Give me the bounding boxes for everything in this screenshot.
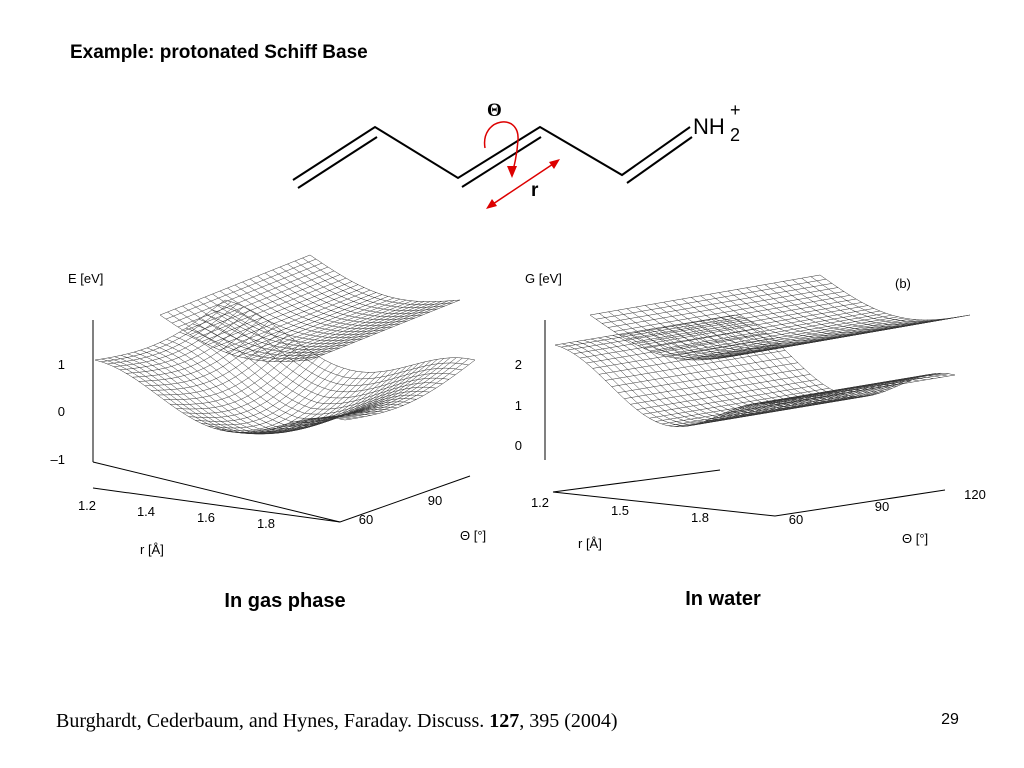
r-tick-label: 1.8 [691, 510, 709, 525]
r-axis-label: r [Å] [140, 542, 164, 557]
citation-authors: Burghardt, Cederbaum, and Hynes, Faraday… [56, 710, 489, 732]
backbone [292, 125, 691, 181]
r-label: r [531, 180, 539, 201]
arrow-head [549, 159, 560, 169]
z-tick-label: 0 [515, 438, 522, 453]
subscript: 2 [730, 125, 740, 145]
floor-edge [92, 461, 341, 523]
surface-mesh [554, 314, 956, 428]
floor-edge [552, 469, 721, 493]
caption: In water [685, 588, 761, 610]
rotation-arc [484, 121, 519, 173]
double-bond [461, 136, 542, 188]
molecule [292, 125, 693, 189]
z-axis-label: G [eV] [525, 271, 562, 286]
title: Example: protonated Schiff Base [70, 42, 368, 63]
citation: Burghardt, Cederbaum, and Hynes, Faraday… [56, 710, 618, 732]
theta-tick-label: 120 [964, 487, 986, 502]
caption: In gas phase [224, 590, 345, 612]
r-tick-label: 1.2 [78, 498, 96, 513]
z-tick-label: 2 [515, 357, 522, 372]
theta-tick-label: 60 [359, 512, 373, 527]
theta-tick-label: 90 [875, 499, 889, 514]
surface-mesh [159, 254, 461, 362]
r-tick-label: 1.8 [257, 516, 275, 531]
distance-arrow [489, 161, 557, 207]
r-tick-label: 1.2 [531, 495, 549, 510]
r-tick-label: 1.5 [611, 503, 629, 518]
rotation-marker [484, 121, 560, 209]
arrow-head [486, 199, 497, 209]
r-tick-label: 1.4 [137, 504, 155, 519]
r-tick-label: 1.6 [197, 510, 215, 525]
floor-axes [552, 489, 946, 517]
theta-tick-label: 60 [789, 512, 803, 527]
surface-mesh [94, 299, 476, 435]
double-bond [626, 136, 693, 184]
theta-axis-label: Θ [°] [902, 531, 928, 546]
surface-mesh [589, 274, 971, 361]
page-number: 29 [941, 711, 959, 728]
surface-plot: E [eV] 1 0 –1 1.2 1.4 1.6 1.8 90 60 r [Å… [51, 254, 486, 612]
double-bond [297, 136, 378, 189]
charge: + [730, 100, 741, 120]
citation-rest: , 395 (2004) [519, 710, 617, 732]
panel-label: (b) [895, 276, 911, 291]
surface-plot: G [eV] (b) 2 1 0 1.2 1.5 1.8 120 90 60 r… [515, 271, 986, 610]
arrow-head [507, 166, 517, 178]
theta-tick-label: 90 [428, 493, 442, 508]
z-axis-label: E [eV] [68, 271, 103, 286]
z-tick-label: 0 [58, 404, 65, 419]
amine-group: NH [693, 114, 725, 139]
floor-axes [92, 475, 471, 523]
z-tick-label: –1 [51, 452, 65, 467]
z-tick-label: 1 [58, 357, 65, 372]
citation-volume: 127 [489, 710, 519, 732]
theta-label: Θ [487, 100, 502, 121]
r-axis-label: r [Å] [578, 536, 602, 551]
theta-axis-label: Θ [°] [460, 528, 486, 543]
z-tick-label: 1 [515, 398, 522, 413]
